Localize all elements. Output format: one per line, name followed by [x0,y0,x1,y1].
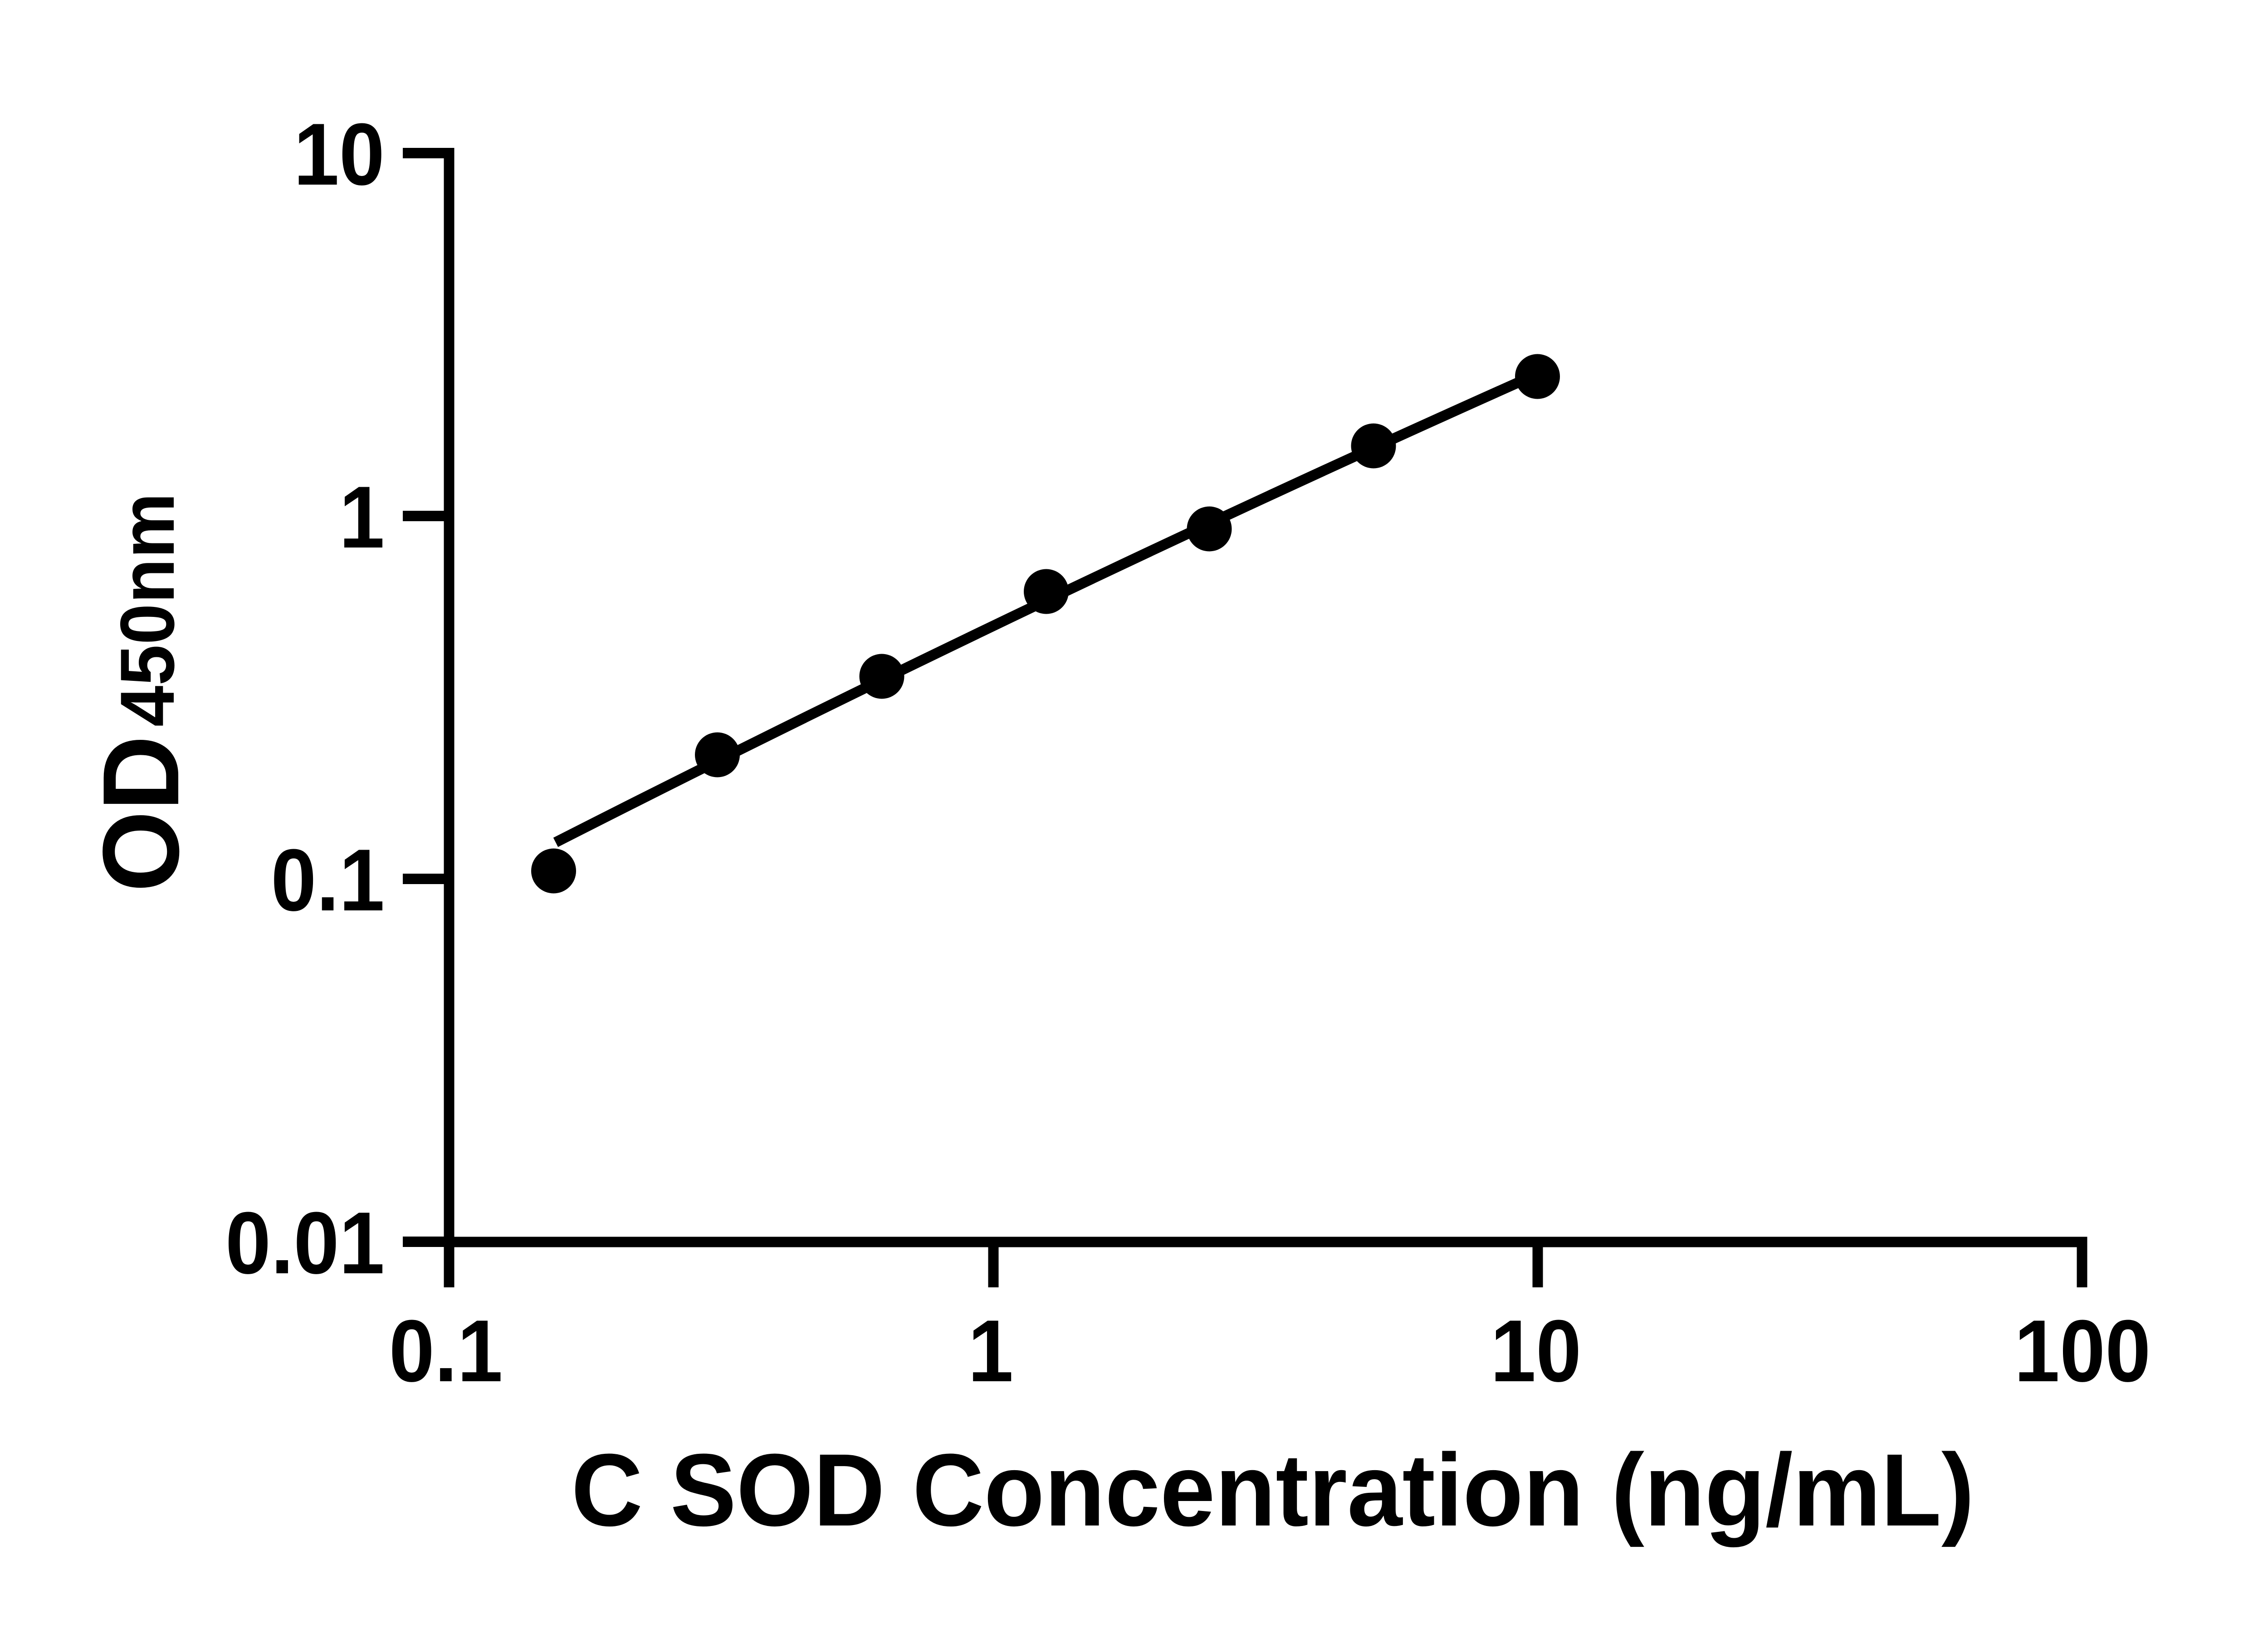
svg-text:0.1: 0.1 [271,831,385,929]
svg-text:OD450nm: OD450nm [80,493,201,892]
svg-text:10: 10 [293,105,385,203]
svg-text:100: 100 [2014,1301,2151,1400]
svg-text:10: 10 [1491,1301,1582,1400]
svg-text:1: 1 [339,468,385,566]
svg-text:0.1: 0.1 [389,1301,503,1400]
svg-text:0.01: 0.01 [225,1193,385,1292]
svg-text:C SOD Concentration (ng/mL): C SOD Concentration (ng/mL) [571,1433,1974,1548]
svg-text:1: 1 [968,1301,1013,1400]
